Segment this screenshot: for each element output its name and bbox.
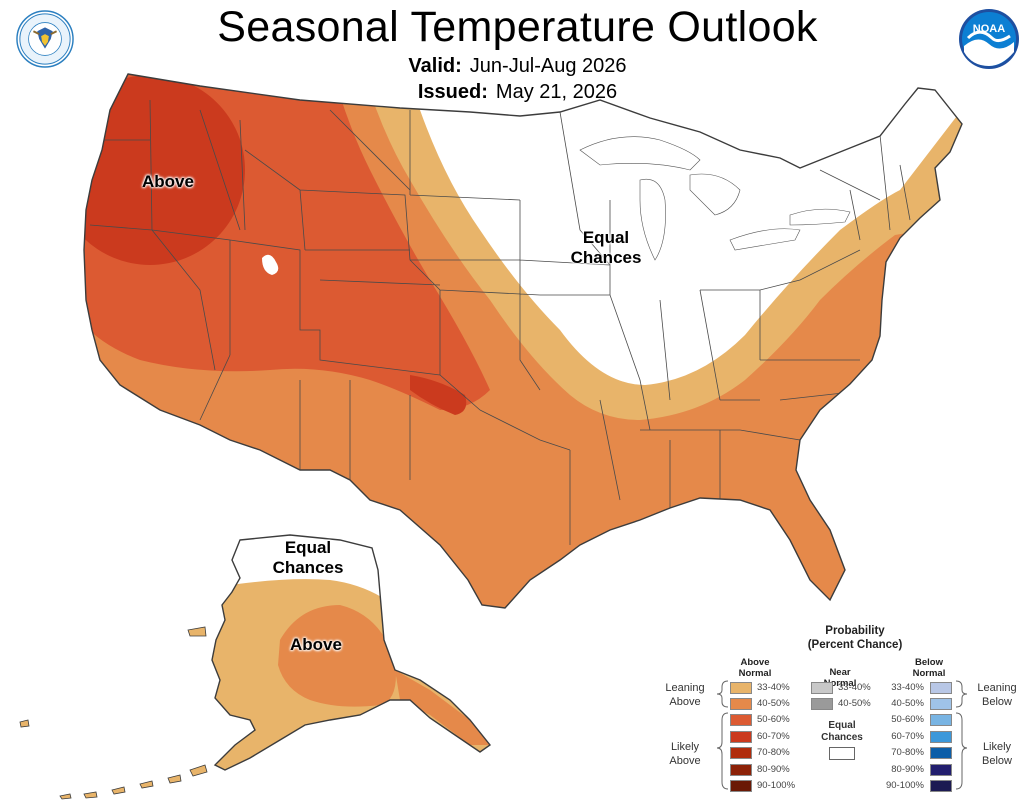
legend-likely-below: Likely Below [968,740,1026,768]
legend-above-swatch [730,682,752,694]
valid-label: Valid: [408,55,462,77]
label-equal-line2: Chances [570,248,642,267]
legend-below-label: 33-40% [891,682,924,693]
map-title: Seasonal Temperature Outlook [217,3,818,51]
legend-title-line1: Probability [825,625,885,637]
legend-title-line2: (Percent Chance) [807,639,903,651]
great-lakes [579,136,851,261]
legend-below-head-2: Normal [912,668,946,679]
legend-leaning-below-2: Below [982,696,1012,708]
legend-above-swatch [730,698,752,710]
legend-above-head-1: Above [740,657,770,668]
legend-leaning-above-2: Above [669,696,701,708]
legend-below-head: Below Normal [904,657,954,679]
legend-below-label: 50-60% [891,714,924,725]
label-equal-line1: Equal [582,228,630,247]
legend-left-braces [716,680,729,790]
aleutian-islands [19,626,208,800]
legend-likely-above-1: Likely [670,741,700,753]
state-boundaries [89,99,911,545]
legend-near-head-2: Normal [823,678,857,689]
issued-date: Issued: May 21, 2026 [0,80,1035,104]
legend-equal-chances-label: Equal Chances [812,720,872,744]
svg-text:NOAA: NOAA [973,23,1005,35]
legend-equal-chances-swatch [829,747,855,760]
legend-below-label: 90-100% [885,780,924,791]
legend-above-label: 60-70% [757,731,790,742]
legend-above-head-2: Normal [738,668,772,679]
legend-near-head: Near Normal [815,667,865,689]
valid-value: Jun-Jul-Aug 2026 [469,55,627,77]
legend-above-swatch [730,764,752,776]
legend-below-label: 40-50% [891,698,924,709]
legend-leaning-above: Leaning Above [656,681,714,709]
label-ak-equal-line2: Chances [272,558,344,577]
legend-below-swatch [930,747,952,759]
legend-below-label: 60-70% [891,731,924,742]
legend-title: Probability (Percent Chance) [760,624,950,652]
legend-below-label: 80-90% [891,764,924,775]
legend-above-swatch [730,714,752,726]
legend-above-head: Above Normal [730,657,780,679]
legend-above-label: 50-60% [757,714,790,725]
legend-near-swatch [811,698,833,710]
label-equal-chances-conus: Equal Chances [556,228,656,268]
legend-near-label: 33-40% [838,682,871,693]
zone-60-70-plains [410,375,467,415]
issued-label: Issued: [417,81,488,103]
noaa-logo: NOAA [959,9,1019,69]
legend-below-swatch [930,731,952,743]
legend-above-label: 33-40% [757,682,790,693]
label-ak-equal-line1: Equal [284,538,332,557]
legend-leaning-below-1: Leaning [977,682,1017,694]
legend-below-swatch [930,764,952,776]
legend-leaning-below: Leaning Below [968,681,1026,709]
legend-below-swatch [930,682,952,694]
legend-near-swatch [811,682,833,694]
issued-value: May 21, 2026 [495,81,618,103]
legend-above-label: 80-90% [757,764,790,775]
legend-right-braces [955,680,968,790]
legend-below-swatch [930,714,952,726]
legend-equal-2: Chances [821,732,863,743]
legend-above-label: 90-100% [757,780,796,791]
valid-period: Valid: Jun-Jul-Aug 2026 [0,54,1035,78]
legend-below-swatch [930,698,952,710]
legend-likely-above: Likely Above [656,740,714,768]
legend-below-swatch [930,780,952,792]
label-above-west: Above [142,172,194,191]
legend-above-swatch [730,780,752,792]
conus-shading [84,74,962,608]
legend-likely-below-1: Likely [982,741,1012,753]
ak-zone-40-50 [278,605,490,745]
legend-below-head-1: Below [915,657,943,668]
legend-above-label: 70-80% [757,747,790,758]
legend-likely-above-2: Above [669,755,701,767]
legend-near-label: 40-50% [838,698,871,709]
great-salt-lake [262,254,279,275]
legend-below-label: 70-80% [891,747,924,758]
department-of-commerce-seal [16,10,74,68]
legend-near-head-1: Near [829,667,851,678]
legend-above-label: 40-50% [757,698,790,709]
label-above-alaska: Above [290,635,342,654]
legend-likely-below-2: Below [982,755,1012,767]
legend-above-swatch [730,731,752,743]
legend-above-swatch [730,747,752,759]
legend-equal-1: Equal [828,720,856,731]
legend-leaning-above-1: Leaning [665,682,705,694]
label-equal-chances-alaska: Equal Chances [258,538,358,578]
